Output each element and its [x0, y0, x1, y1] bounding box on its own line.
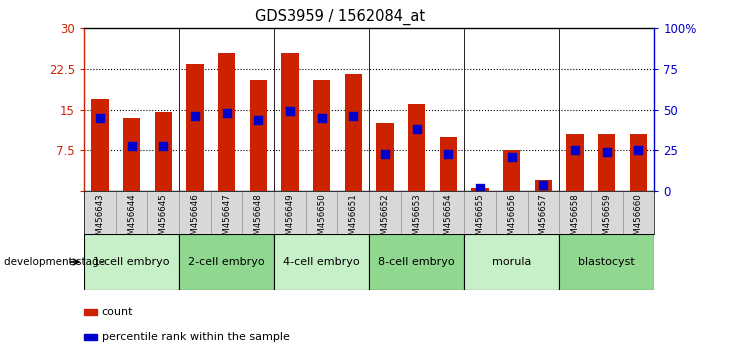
Text: GSM456655: GSM456655 — [476, 193, 485, 246]
Bar — [249, 80, 267, 191]
Text: development stage: development stage — [4, 257, 105, 267]
Point — [474, 185, 486, 191]
Text: GSM456653: GSM456653 — [412, 193, 421, 246]
Bar — [369, 191, 401, 234]
Point — [442, 151, 454, 156]
Point — [601, 149, 613, 155]
Bar — [154, 113, 172, 191]
Bar — [591, 191, 623, 234]
Bar — [186, 64, 204, 191]
Bar — [559, 234, 654, 290]
Text: GSM456643: GSM456643 — [96, 193, 105, 246]
Point — [569, 148, 581, 153]
Text: blastocyst: blastocyst — [578, 257, 635, 267]
Bar — [439, 137, 457, 191]
Point — [537, 182, 549, 188]
Bar — [344, 74, 362, 191]
Text: GSM456644: GSM456644 — [127, 193, 136, 246]
Bar — [274, 191, 306, 234]
Bar — [123, 118, 140, 191]
Point — [506, 154, 518, 160]
Text: GSM456656: GSM456656 — [507, 193, 516, 246]
Point — [411, 126, 423, 132]
Text: GSM456648: GSM456648 — [254, 193, 262, 246]
Bar — [281, 53, 299, 191]
Point — [221, 110, 232, 116]
Bar — [179, 234, 274, 290]
Bar — [84, 191, 115, 234]
Text: GSM456660: GSM456660 — [634, 193, 643, 246]
Text: count: count — [102, 307, 133, 317]
Point — [379, 151, 391, 156]
Point — [252, 117, 264, 122]
Point — [157, 143, 169, 148]
Bar — [433, 191, 464, 234]
Text: GSM456659: GSM456659 — [602, 193, 611, 246]
Text: GSM456654: GSM456654 — [444, 193, 452, 246]
Text: GDS3959 / 1562084_at: GDS3959 / 1562084_at — [255, 9, 425, 25]
Bar — [471, 188, 489, 191]
Point — [632, 148, 644, 153]
Text: 4-cell embryo: 4-cell embryo — [284, 257, 360, 267]
Bar — [623, 191, 654, 234]
Bar — [218, 53, 235, 191]
Point — [284, 109, 296, 114]
Text: percentile rank within the sample: percentile rank within the sample — [102, 332, 289, 342]
Bar — [148, 191, 179, 234]
Bar — [534, 180, 552, 191]
Text: morula: morula — [492, 257, 531, 267]
Bar — [496, 191, 528, 234]
Text: GSM456657: GSM456657 — [539, 193, 548, 246]
Point — [126, 143, 137, 148]
Bar — [464, 191, 496, 234]
Bar — [91, 99, 109, 191]
Text: GSM456645: GSM456645 — [159, 193, 167, 246]
Bar — [84, 234, 179, 290]
Text: 1-cell embryo: 1-cell embryo — [94, 257, 170, 267]
Bar — [376, 123, 394, 191]
Bar — [408, 104, 425, 191]
Text: GSM456646: GSM456646 — [191, 193, 200, 246]
Bar — [274, 234, 369, 290]
Bar — [503, 150, 520, 191]
Bar — [528, 191, 559, 234]
Point — [347, 113, 359, 119]
Text: GSM456651: GSM456651 — [349, 193, 357, 246]
Text: 8-cell embryo: 8-cell embryo — [379, 257, 455, 267]
Text: GSM456649: GSM456649 — [286, 193, 295, 246]
Text: 2-cell embryo: 2-cell embryo — [189, 257, 265, 267]
Text: GSM456658: GSM456658 — [571, 193, 580, 246]
Bar — [629, 134, 647, 191]
Bar — [306, 191, 338, 234]
Text: GSM456652: GSM456652 — [381, 193, 390, 246]
Point — [189, 113, 201, 119]
Bar — [401, 191, 433, 234]
Bar — [211, 191, 243, 234]
Bar — [115, 191, 148, 234]
Bar — [179, 191, 211, 234]
Bar — [338, 191, 369, 234]
Bar — [464, 234, 559, 290]
Bar — [559, 191, 591, 234]
Point — [316, 115, 327, 121]
Bar — [369, 234, 464, 290]
Point — [94, 115, 106, 121]
Text: GSM456650: GSM456650 — [317, 193, 326, 246]
Text: GSM456647: GSM456647 — [222, 193, 231, 246]
Bar — [243, 191, 274, 234]
Bar — [598, 134, 616, 191]
Bar — [313, 80, 330, 191]
Bar — [567, 134, 584, 191]
